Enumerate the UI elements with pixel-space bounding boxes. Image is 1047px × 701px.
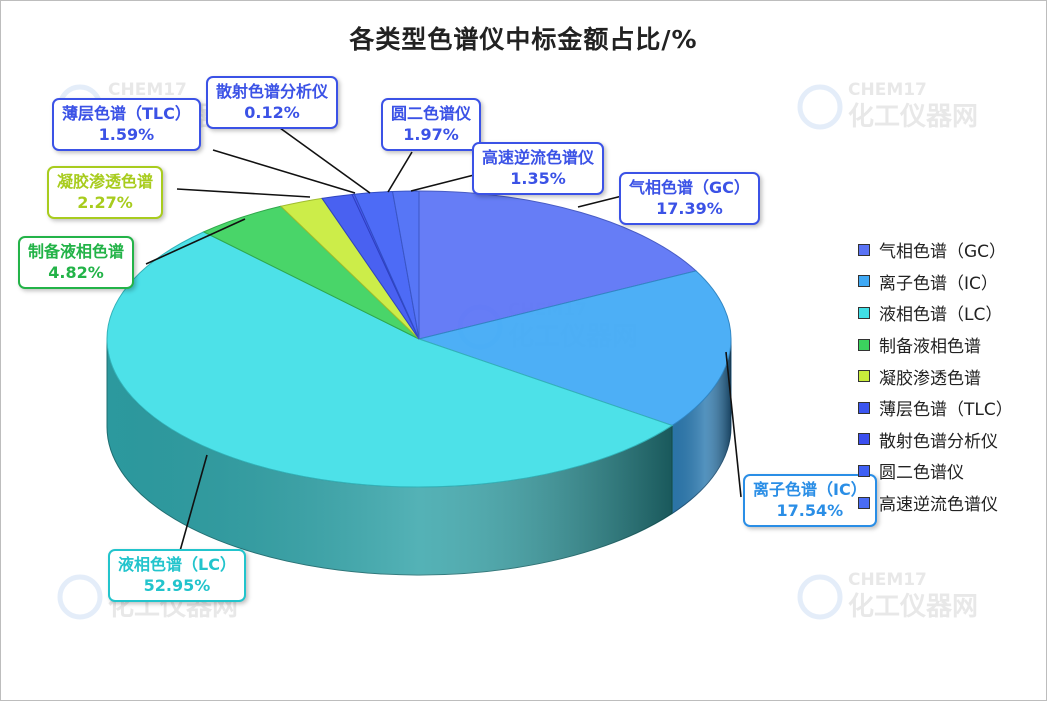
leader-line-8: [410, 174, 475, 192]
legend: 气相色谱（GC） 离子色谱（IC） 液相色谱（LC） 制备液相色谱 凝胶渗透色谱薄层色谱…: [858, 234, 1013, 518]
data-label-value: 2.27%: [77, 193, 133, 212]
legend-label: 薄层色谱（TLC）: [879, 400, 1013, 421]
data-label-value: 1.35%: [510, 169, 566, 188]
data-label-0: 气相色谱（GC） 17.39%: [619, 172, 760, 225]
pie-slice-0: [418, 190, 698, 340]
pie-side-shade-1: [672, 339, 731, 514]
chart-title: 各类型色谱仪中标金额占比/%: [349, 25, 698, 54]
data-label-value: 17.54%: [776, 501, 844, 520]
data-label-value: 4.82%: [48, 263, 104, 282]
pie-slice-1: [417, 270, 732, 427]
legend-item-7[interactable]: 圆二色谱仪: [858, 455, 1013, 487]
data-label-value: 1.59%: [98, 125, 155, 144]
legend-swatch: [858, 370, 870, 383]
pie-slice-8: [391, 190, 420, 340]
pie-sides: [106, 338, 732, 576]
leader-line-7: [387, 151, 413, 193]
leader-line-2: [179, 454, 208, 552]
data-label-4: 凝胶渗透色谱 2.27%: [47, 166, 164, 219]
legend-label: 凝胶渗透色谱: [879, 368, 981, 389]
leader-line-3: [145, 218, 246, 265]
leader-line-1: [725, 351, 742, 498]
svg-text:CHEM17: CHEM17: [848, 80, 927, 100]
data-label-name: 薄层色谱（TLC）: [62, 104, 191, 123]
legend-swatch: [858, 401, 870, 414]
legend-label: 圆二色谱仪: [879, 463, 964, 484]
data-label-6: 散射色谱分析仪 0.12%: [206, 76, 339, 129]
data-label-value: 0.12%: [244, 103, 300, 122]
svg-text:化工仪器网: 化工仪器网: [848, 592, 978, 622]
data-label-3: 制备液相色谱 4.82%: [18, 236, 135, 289]
data-label-1: 离子色谱（IC） 17.54%: [743, 474, 877, 527]
legend-swatch: [858, 496, 870, 509]
legend-swatch: [858, 433, 870, 446]
data-label-value: 52.95%: [143, 576, 211, 595]
legend-item-0[interactable]: 气相色谱（GC）: [858, 234, 1013, 266]
leader-line-4: [176, 188, 311, 198]
data-label-name: 液相色谱（LC）: [118, 555, 236, 574]
legend-label: 高速逆流色谱仪: [879, 495, 998, 516]
data-label-5: 薄层色谱（TLC） 1.59%: [52, 98, 201, 151]
leader-lines: [145, 127, 742, 552]
legend-item-2[interactable]: 液相色谱（LC）: [858, 297, 1013, 329]
svg-text:CHEM17: CHEM17: [848, 570, 927, 590]
data-label-name: 凝胶渗透色谱: [57, 172, 154, 191]
data-label-name: 高速逆流色谱仪: [482, 148, 595, 167]
legend-swatch: [858, 464, 870, 477]
legend-label: 气相色谱（GC）: [879, 242, 1007, 263]
data-label-name: 圆二色谱仪: [391, 104, 472, 123]
leader-line-0: [577, 195, 623, 208]
pie-tops: [106, 190, 732, 488]
data-label-8: 高速逆流色谱仪 1.35%: [472, 142, 605, 195]
data-label-7: 圆二色谱仪 1.97%: [381, 98, 482, 151]
legend-swatch: [858, 306, 870, 319]
data-label-name: 制备液相色谱: [28, 242, 125, 261]
data-label-name: 离子色谱（IC）: [753, 480, 867, 499]
data-label-value: 1.97%: [403, 125, 459, 144]
data-label-name: 散射色谱分析仪: [216, 82, 329, 101]
legend-item-1[interactable]: 离子色谱（IC）: [858, 266, 1013, 298]
legend-swatch: [858, 275, 870, 288]
legend-item-8[interactable]: 高速逆流色谱仪: [858, 487, 1013, 519]
legend-label: 散射色谱分析仪: [879, 431, 998, 452]
pie-slice-2: [106, 231, 674, 488]
legend-swatch: [858, 243, 870, 256]
legend-label: 离子色谱（IC）: [879, 273, 998, 294]
svg-text:CHEM17: CHEM17: [108, 80, 187, 100]
legend-item-4[interactable]: 凝胶渗透色谱: [858, 360, 1013, 392]
svg-text:化工仪器网: 化工仪器网: [848, 102, 978, 132]
pie-side-shade-2: [106, 339, 673, 576]
data-label-name: 气相色谱（GC）: [629, 178, 750, 197]
legend-item-3[interactable]: 制备液相色谱: [858, 329, 1013, 361]
leader-line-5: [212, 149, 356, 194]
data-label-value: 17.39%: [656, 199, 723, 218]
legend-label: 液相色谱（LC）: [879, 305, 1003, 326]
legend-item-6[interactable]: 散射色谱分析仪: [858, 424, 1013, 456]
legend-item-5[interactable]: 薄层色谱（TLC）: [858, 392, 1013, 424]
legend-swatch: [858, 338, 870, 351]
legend-label: 制备液相色谱: [879, 337, 981, 358]
leader-line-6: [279, 127, 371, 194]
data-label-2: 液相色谱（LC） 52.95%: [108, 549, 246, 602]
